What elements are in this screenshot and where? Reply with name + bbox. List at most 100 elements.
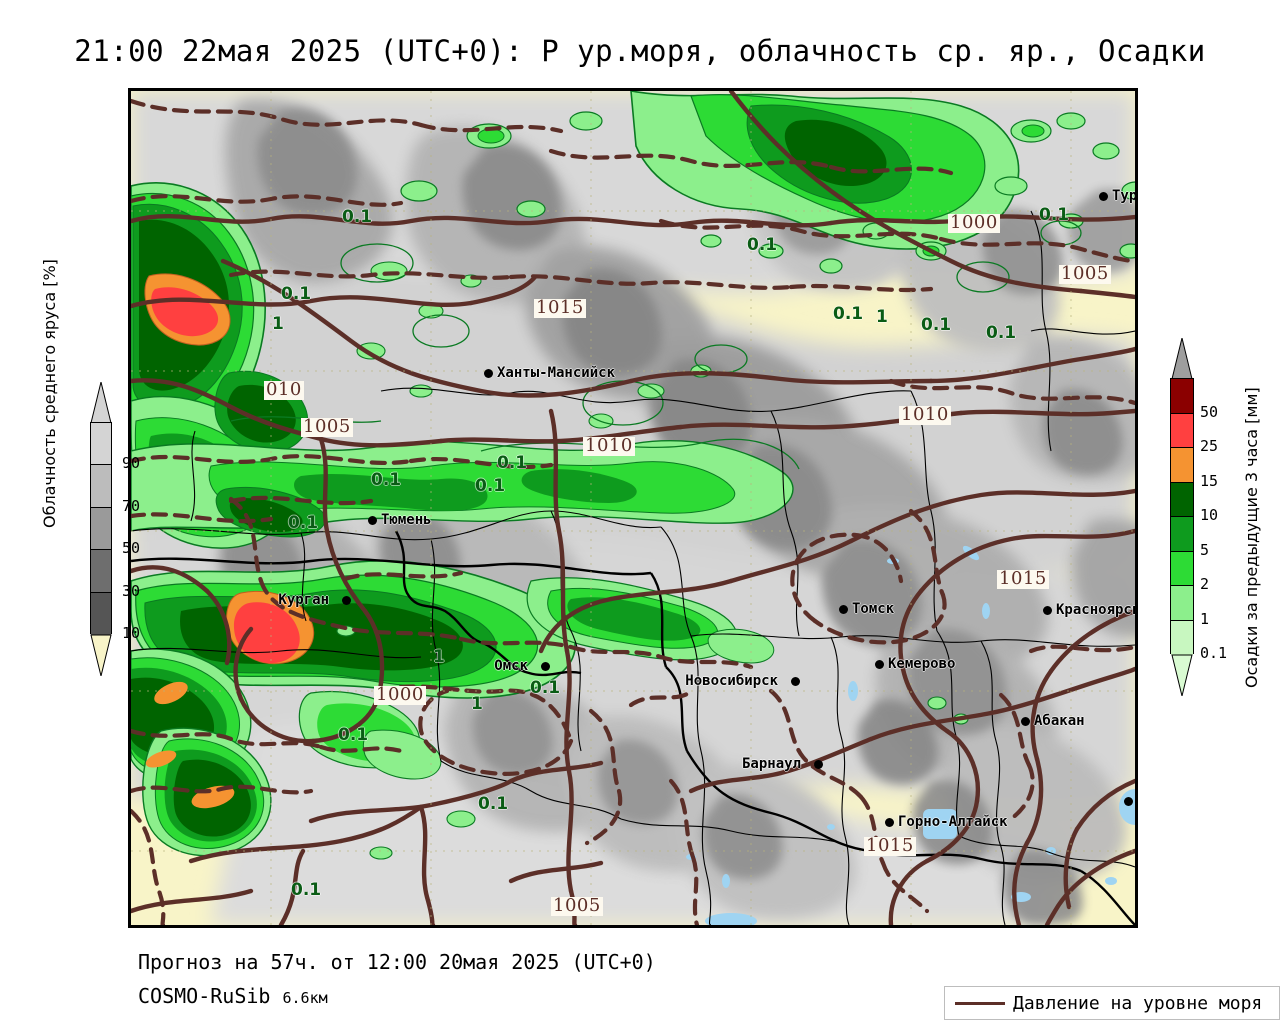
city-label: Тюмень xyxy=(381,512,432,528)
isobar-label: 1000 xyxy=(374,684,426,705)
precip-colorbar-bands xyxy=(1170,378,1194,655)
precip-colorbar-tick: 5 xyxy=(1200,540,1210,559)
precip-contour-label: 0.1 xyxy=(475,476,506,496)
city-label: Тура xyxy=(1112,188,1138,204)
precip-contour-label: 0.1 xyxy=(291,880,322,900)
precip-colorbar-band xyxy=(1171,620,1193,655)
cloud-colorbar-ticks: 90 70 50 30 10 xyxy=(116,422,156,641)
cloud-colorbar-band xyxy=(91,507,111,551)
city-label: Красноярск xyxy=(1056,602,1138,618)
isobar-label: 1010 xyxy=(583,435,635,456)
precip-contour-label: 0.1 xyxy=(288,513,319,533)
isobar-label: 1015 xyxy=(534,297,586,318)
city-dot-icon xyxy=(1099,192,1108,201)
city-label: Томск xyxy=(852,601,895,617)
cloud-cover-colorbar: Облачность среднего яруса [%] 90 70 50 30 10 xyxy=(40,259,140,676)
pressure-legend-label: Давление на уровне моря xyxy=(1013,992,1263,1014)
isobar-label: 010 xyxy=(264,379,304,400)
city-label: Кызыл xyxy=(1137,794,1138,808)
precip-contour-label: 0.1 xyxy=(1039,205,1070,225)
cloud-colorbar-band xyxy=(91,592,111,635)
model-info-line: COSMO-RuSib 6.6км xyxy=(138,984,328,1008)
precip-contour-label: 0.1 xyxy=(747,235,778,255)
cloud-colorbar-band xyxy=(91,465,111,508)
pressure-line-swatch xyxy=(955,1001,1005,1005)
city-label: Курган xyxy=(278,592,329,608)
precip-contour-label: 0.1 xyxy=(338,725,369,745)
city-dot-icon xyxy=(484,369,493,378)
precip-colorbar-band xyxy=(1171,413,1193,448)
forecast-info-line: Прогноз на 57ч. от 12:00 20мая 2025 (UTC… xyxy=(138,950,656,974)
cloud-colorbar-tick: 30 xyxy=(122,581,141,600)
precip-colorbar-tick: 1 xyxy=(1200,609,1210,628)
pressure-legend: Давление на уровне моря xyxy=(944,986,1280,1020)
precip-colorbar-title: Осадки за предыдущие 3 часа [мм] xyxy=(1242,387,1261,688)
precip-colorbar-tick: 25 xyxy=(1200,437,1219,455)
city-dot-icon xyxy=(1043,606,1052,615)
precip-contour-label: 0.1 xyxy=(371,470,402,490)
precip-colorbar-band xyxy=(1171,517,1193,552)
page-title: 21:00 22мая 2025 (UTC+0): Р ур.моря, обл… xyxy=(74,34,1206,68)
city-label: Кемерово xyxy=(888,656,956,672)
city-label: Омск xyxy=(494,658,528,674)
precip-colorbar-tick: 0.1 xyxy=(1200,644,1228,662)
city-dot-icon xyxy=(541,662,550,671)
map-frame[interactable]: Ханты-Мансийск Тюмень Курган Омск Томск Кемер… xyxy=(128,88,1138,928)
map-raster xyxy=(131,91,1135,925)
city-dot-icon xyxy=(885,818,894,827)
precip-contour-label: 0.1 xyxy=(986,323,1017,343)
precip-colorbar-band xyxy=(1171,482,1193,517)
isobar-label: 1015 xyxy=(864,835,916,856)
city-dot-icon xyxy=(342,596,351,605)
precip-colorbar-tick: 10 xyxy=(1200,506,1219,524)
city-label: Новосибирск xyxy=(685,673,778,689)
isobar-label: 1000 xyxy=(948,212,1000,233)
cloud-colorbar-tick: 70 xyxy=(122,496,141,515)
cloud-colorbar-under-arrow xyxy=(90,634,112,676)
city-dot-icon xyxy=(875,660,884,669)
cloud-colorbar-tick: 90 xyxy=(122,454,141,473)
precip-contour-label: 1 xyxy=(876,307,888,327)
isobar-label: 1005 xyxy=(1059,263,1111,284)
precip-colorbar-band xyxy=(1171,448,1193,483)
cloud-colorbar-tick: 10 xyxy=(122,624,141,642)
cloud-colorbar-over-arrow xyxy=(90,382,112,424)
precip-colorbar-tick: 15 xyxy=(1200,471,1219,490)
cloud-colorbar-title: Облачность среднего яруса [%] xyxy=(40,259,59,528)
isobar-label: 1005 xyxy=(301,416,353,437)
city-dot-icon xyxy=(791,677,800,686)
isobar-label: 1010 xyxy=(899,404,951,425)
precip-contour-label: 1 xyxy=(471,694,483,714)
city-dot-icon xyxy=(1124,797,1133,806)
city-dot-icon xyxy=(814,760,823,769)
precip-contour-label: 0.1 xyxy=(497,453,528,473)
precip-contour-label: 1 xyxy=(433,647,445,667)
precip-colorbar-band xyxy=(1171,379,1193,414)
precip-contour-label: 0.1 xyxy=(281,284,312,304)
city-label: Ханты-Мансийск xyxy=(497,365,616,381)
precip-colorbar-band xyxy=(1171,551,1193,586)
cloud-colorbar-tick: 50 xyxy=(122,539,141,558)
city-label: Барнаул xyxy=(741,756,801,772)
precip-contour-label: 0.1 xyxy=(833,304,864,324)
precip-contour-label: 1 xyxy=(272,314,284,334)
model-resolution: 6.6км xyxy=(282,989,328,1007)
cloud-colorbar-bands xyxy=(90,422,112,635)
precip-colorbar-ticks: 50 25 15 10 5 2 1 0.1 xyxy=(1194,378,1240,661)
precip-colorbar-tick: 2 xyxy=(1200,575,1210,593)
precip-colorbar-band xyxy=(1171,586,1193,621)
isobar-label: 1015 xyxy=(997,568,1049,589)
precip-colorbar: 50 25 15 10 5 2 1 0.1 Осадки за предыдущие 3 ча… xyxy=(1168,338,1261,696)
city-dot-icon xyxy=(839,605,848,614)
city-dot-icon xyxy=(368,516,377,525)
city-dot-icon xyxy=(1021,717,1030,726)
city-label: Абакан xyxy=(1034,713,1085,729)
precip-colorbar-tick: 50 xyxy=(1200,402,1219,421)
precip-contour-label: 0.1 xyxy=(342,207,373,227)
cloud-colorbar-band xyxy=(91,423,111,466)
isobar-label: 1005 xyxy=(551,895,603,916)
model-name: COSMO-RuSib xyxy=(138,984,283,1008)
city-label: Горно-Алтайск xyxy=(898,814,1008,830)
map-canvas xyxy=(131,91,1135,925)
